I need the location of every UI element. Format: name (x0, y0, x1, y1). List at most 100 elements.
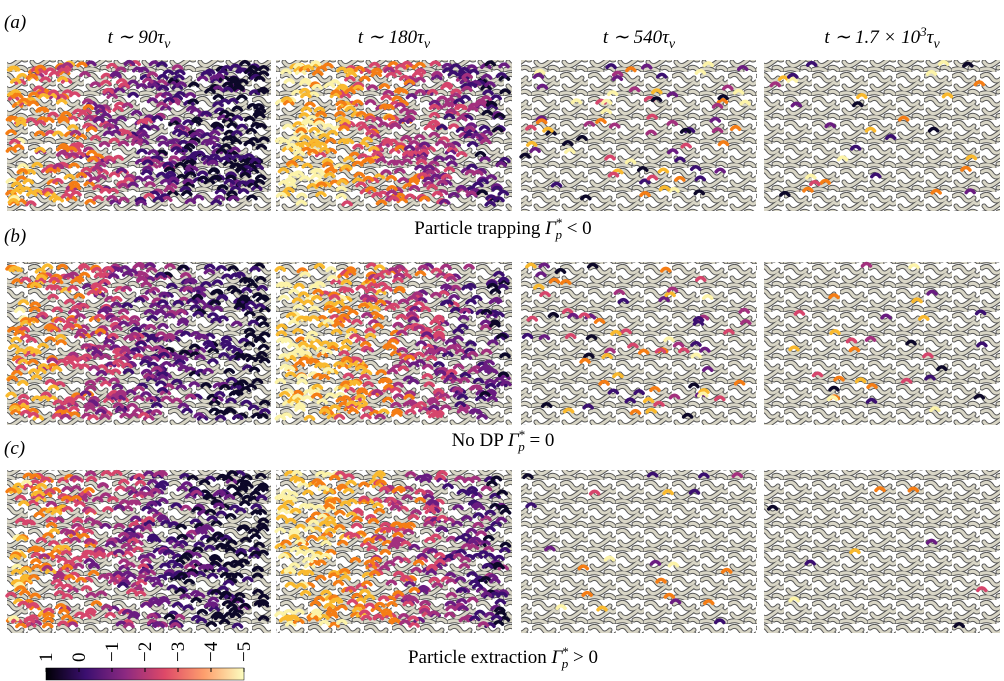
colored-particle (326, 274, 339, 281)
colored-particle (293, 477, 306, 484)
colored-particle (381, 377, 393, 384)
colored-particle (112, 358, 124, 365)
colored-particle (15, 535, 28, 542)
colored-particle (145, 395, 157, 402)
colored-particle (244, 300, 257, 307)
colored-particle (352, 143, 364, 150)
colored-particle (479, 390, 491, 397)
colored-particle (146, 71, 159, 78)
colored-particle (235, 550, 248, 557)
colored-particle (110, 295, 123, 302)
header-sub: ν (424, 37, 431, 52)
colored-particle (431, 70, 443, 77)
colored-particle (404, 390, 416, 397)
colored-particle (496, 489, 508, 496)
colored-particle (286, 614, 298, 621)
colored-particle (258, 331, 271, 338)
colored-particle (386, 267, 399, 274)
colored-particle (364, 332, 377, 339)
colored-particle (389, 540, 401, 547)
colored-particle (78, 271, 91, 278)
colored-particle (428, 160, 440, 167)
colored-particle (231, 130, 243, 137)
caption-sup: * (556, 215, 563, 230)
colored-particle (435, 140, 447, 147)
colored-particle (472, 377, 485, 384)
colored-particle (214, 414, 227, 421)
colored-particle (489, 288, 502, 294)
colored-particle (284, 176, 297, 183)
colored-particle (406, 295, 419, 302)
colored-particle (151, 115, 164, 122)
colored-particle (66, 115, 79, 122)
colored-particle (436, 179, 449, 186)
colored-particle (458, 562, 471, 569)
colored-particle (61, 61, 74, 68)
colored-particle (63, 574, 76, 581)
colored-particle (154, 274, 167, 281)
colored-particle (316, 513, 329, 520)
colored-particle (29, 545, 42, 552)
colored-particle (351, 99, 364, 106)
colored-particle (499, 352, 511, 359)
colored-particle (328, 621, 340, 628)
colored-particle (583, 120, 596, 127)
colored-particle (769, 81, 782, 88)
colored-particle (646, 471, 659, 478)
colored-particle (179, 185, 192, 192)
colored-particle (334, 470, 346, 477)
colored-particle (309, 60, 322, 67)
colored-particle (499, 508, 512, 515)
colored-particle (274, 378, 287, 385)
colored-particle (414, 270, 427, 277)
colored-particle (480, 591, 493, 598)
colored-particle (526, 315, 539, 322)
colored-particle (285, 517, 297, 524)
colored-particle (152, 196, 165, 203)
colored-particle (53, 381, 66, 388)
colored-particle (210, 174, 223, 181)
colored-particle (124, 485, 137, 492)
colored-particle (26, 73, 39, 80)
colored-particle (336, 483, 348, 490)
colored-particle (182, 178, 194, 185)
colored-particle (639, 191, 651, 197)
colored-particle (624, 397, 636, 404)
colored-particle (94, 408, 107, 415)
colored-particle (33, 85, 45, 92)
colored-particle (33, 490, 45, 497)
colored-particle (277, 504, 289, 511)
simulation-panel (521, 60, 757, 211)
colored-particle (72, 275, 85, 282)
colored-particle (709, 116, 722, 123)
colored-particle (278, 294, 290, 301)
colored-particle (666, 119, 678, 126)
colored-particle (489, 321, 501, 328)
colored-particle (252, 565, 264, 572)
colored-particle (257, 517, 270, 524)
colored-particle (459, 307, 471, 314)
colored-particle (669, 598, 682, 605)
colored-particle (486, 103, 498, 110)
simulation-panel (764, 60, 1000, 211)
colored-particle (27, 407, 39, 414)
colored-particle (47, 384, 60, 391)
colored-particle (849, 548, 861, 555)
colored-particle (6, 375, 19, 382)
colored-particle (140, 281, 152, 288)
colored-particle (224, 112, 237, 119)
colored-particle (72, 141, 84, 148)
colored-particle (658, 185, 671, 192)
colored-particle (156, 370, 169, 377)
colored-particle (90, 520, 103, 527)
colored-particle (147, 508, 159, 515)
colored-particle (418, 406, 430, 413)
colored-particle (232, 414, 244, 421)
colored-particle (54, 590, 66, 596)
colored-particle (315, 110, 327, 117)
colored-particle (108, 171, 121, 178)
colored-particle (16, 168, 29, 175)
colorbar-tick-label: −5 (234, 642, 255, 662)
colored-particle (410, 566, 423, 573)
colored-particle (738, 307, 750, 314)
